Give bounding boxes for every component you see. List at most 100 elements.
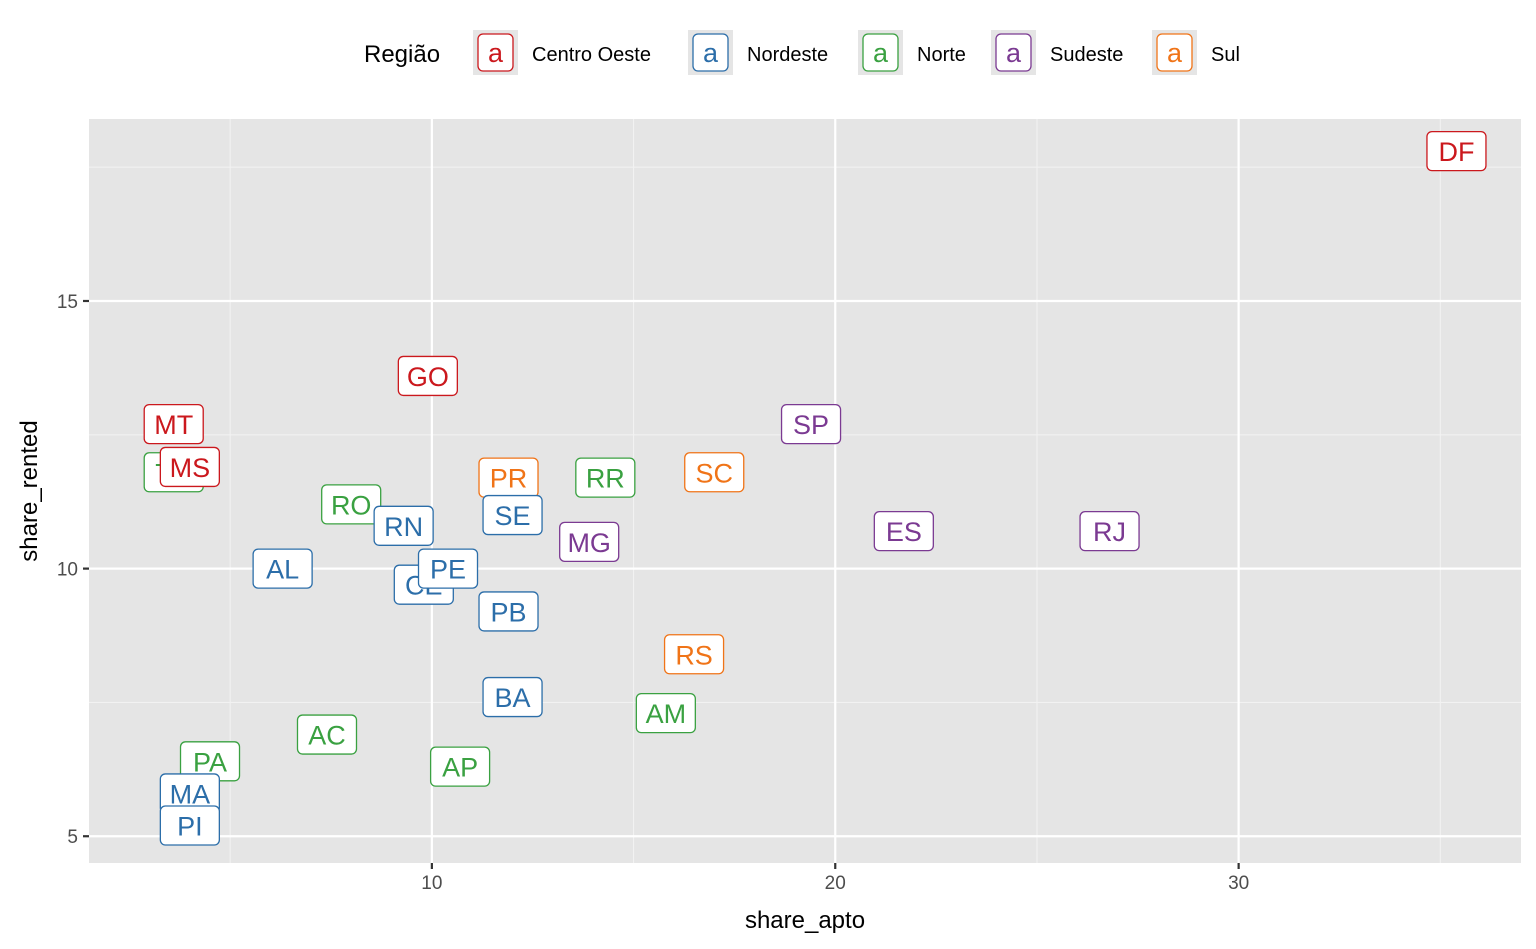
point-label-box: [159, 446, 220, 488]
data-points: TOMTMSPAMAPIALACROGOCERNPEAPPRSEPBBAMGRR…: [143, 130, 1487, 846]
point-label: PE: [430, 555, 466, 585]
point-al: AL: [252, 548, 313, 589]
legend-items: a Centro Oeste a Nordeste a Norte a Sudeste a Sul: [473, 30, 1240, 75]
point-go: GO: [397, 355, 458, 397]
point-ba: BA: [482, 676, 543, 718]
point-label-box: [575, 457, 636, 498]
point-label: RO: [331, 490, 372, 520]
legend-label: Norte: [917, 44, 966, 66]
point-sp: SP: [780, 403, 842, 445]
point-pb: PB: [478, 591, 539, 632]
grid-major: [89, 119, 1521, 863]
point-label-box: [252, 548, 313, 589]
legend-key-glyph: a: [1167, 38, 1183, 68]
point-rr: RR: [575, 457, 636, 498]
x-tick-label: 20: [825, 873, 846, 894]
point-label: AC: [308, 721, 346, 751]
legend-item: a Sul: [1152, 30, 1240, 75]
point-label: ES: [886, 517, 922, 547]
point-label: PR: [490, 464, 528, 494]
point-label-box: [663, 634, 725, 675]
point-label: SP: [793, 410, 829, 440]
point-label-box: [159, 805, 220, 846]
point-label: RJ: [1093, 517, 1126, 547]
point-label: MG: [567, 528, 611, 558]
y-tick-label: 15: [57, 292, 78, 313]
legend-key-box: [995, 33, 1032, 72]
x-tick-label: 30: [1228, 873, 1249, 894]
point-label-box: [780, 403, 842, 445]
point-label-box: [482, 494, 543, 536]
point-label-box: [417, 548, 479, 589]
point-label: AM: [646, 699, 687, 729]
legend-key-glyph: a: [873, 38, 889, 68]
point-label: PI: [177, 812, 203, 842]
point-ma: MA: [159, 773, 220, 814]
point-label-box: [478, 591, 539, 632]
point-label-box: [373, 505, 434, 546]
point-pe: PE: [417, 548, 479, 589]
point-label-box: [296, 714, 358, 755]
legend-key-box: [1156, 33, 1193, 72]
point-label-box: [873, 510, 934, 552]
point-label: PA: [193, 747, 227, 777]
point-label-box: [482, 676, 543, 718]
point-label: RN: [384, 512, 423, 542]
y-axis: 5 10 15: [57, 292, 89, 848]
point-df: DF: [1426, 130, 1487, 172]
point-ms: MS: [159, 446, 220, 488]
legend-item: a Sudeste: [991, 30, 1123, 75]
point-label: RR: [586, 464, 625, 494]
point-mt: MT: [143, 403, 204, 445]
x-tick-label: 10: [421, 873, 442, 894]
point-rs: RS: [663, 634, 725, 675]
point-label: AL: [266, 555, 299, 585]
legend-key-glyph: a: [703, 38, 719, 68]
point-label-box: [635, 692, 696, 734]
point-label-box: [429, 746, 491, 787]
point-rn: RN: [373, 505, 434, 546]
legend-key-box: [477, 33, 514, 72]
point-label: SC: [695, 458, 733, 488]
point-label-box: [559, 521, 620, 562]
legend: Região a Centro Oeste a Nordeste a Norte a Sude…: [364, 30, 1240, 75]
legend-item: a Centro Oeste: [473, 30, 651, 75]
y-tick-label: 10: [57, 560, 78, 581]
point-label: RS: [675, 640, 713, 670]
y-axis-title: share_rented: [16, 420, 43, 561]
legend-key-box: [862, 33, 899, 72]
point-pa: PA: [179, 741, 241, 782]
x-axis-title: share_apto: [745, 907, 865, 934]
point-label: SE: [495, 501, 531, 531]
point-label: GO: [407, 362, 449, 392]
legend-item: a Norte: [858, 30, 966, 75]
point-label-box: [1079, 510, 1140, 552]
x-axis: 10 20 30: [421, 863, 1249, 894]
point-sc: SC: [684, 452, 745, 493]
y-tick-label: 5: [67, 827, 78, 848]
point-pr: PR: [478, 457, 539, 498]
point-label-box: [143, 403, 204, 445]
point-label: BA: [495, 683, 531, 713]
point-ap: AP: [429, 746, 491, 787]
point-se: SE: [482, 494, 543, 536]
grid-minor: [89, 119, 1521, 863]
legend-key-box: [692, 33, 729, 72]
legend-key-glyph: a: [488, 38, 504, 68]
point-label-box: [321, 484, 382, 525]
point-label: AP: [442, 753, 478, 783]
legend-label: Sudeste: [1050, 44, 1123, 66]
point-label-box: [684, 452, 745, 493]
point-es: ES: [873, 510, 934, 552]
point-label-box: [1426, 130, 1487, 172]
point-mg: MG: [559, 521, 620, 562]
legend-key-glyph: a: [1006, 38, 1022, 68]
point-label: DF: [1438, 137, 1474, 167]
point-ac: AC: [296, 714, 358, 755]
point-label-box: [397, 355, 458, 397]
point-pi: PI: [159, 805, 220, 846]
point-ro: RO: [321, 484, 382, 525]
legend-title: Região: [364, 41, 440, 68]
legend-item: a Nordeste: [688, 30, 828, 75]
